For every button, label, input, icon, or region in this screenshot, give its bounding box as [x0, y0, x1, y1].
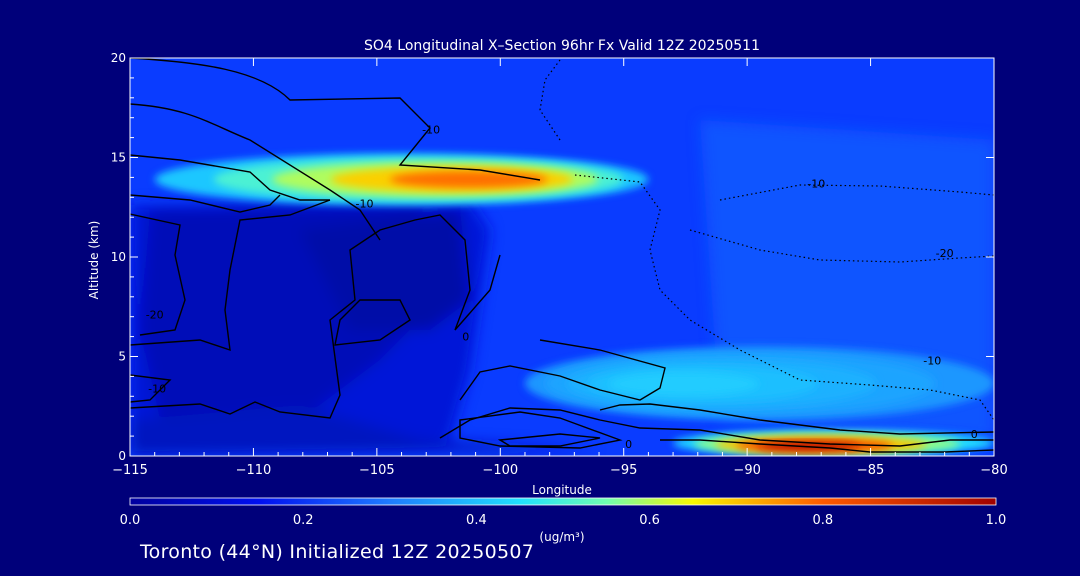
colorbar-tick-label: 0.2	[293, 513, 314, 528]
x-tick-label: −90	[733, 463, 760, 478]
y-axis-label: Altitude (km)	[87, 221, 101, 300]
contour-line	[130, 154, 330, 201]
contour-line	[539, 59, 561, 141]
x-axis: −115 −110 −105 −100 −95 −90 −85 −80	[112, 58, 1008, 478]
contour-label: -10	[422, 124, 440, 137]
x-tick-label: −100	[482, 463, 518, 478]
contour-line	[130, 213, 186, 336]
lower-left-blue	[130, 405, 600, 456]
footer-text: Toronto (44°N) Initialized 12Z 20250507	[140, 541, 535, 563]
contour-line	[130, 58, 541, 181]
contour-line	[497, 433, 601, 447]
x-tick-label: −105	[359, 463, 395, 478]
contour-line	[334, 299, 411, 346]
contour-label: 0	[462, 331, 469, 344]
contour-label: -20	[146, 309, 164, 322]
contour-line	[130, 374, 172, 403]
y-tick-label: 10	[111, 250, 126, 264]
chart-title: SO4 Longitudinal X–Section 96hr Fx Valid…	[364, 38, 760, 54]
contour-label: 0	[971, 428, 978, 441]
colorbar-tick-label: 0.8	[812, 513, 833, 528]
colorbar-tick-label: 0.6	[639, 513, 660, 528]
contour-line	[689, 229, 994, 263]
contour-label: -10	[148, 382, 166, 395]
contour-line	[130, 194, 281, 213]
colorbar-tick-label: 0.4	[466, 513, 487, 528]
contour-labels: -10 -10 -10 -20 -20 0 -10 -10 0 0	[146, 124, 978, 451]
contour-line	[130, 199, 331, 352]
y-axis: 0 5 10 15 20	[111, 51, 994, 463]
contour-label: 0	[625, 438, 632, 451]
feature-surface-plume	[673, 430, 994, 456]
x-tick-label: −85	[857, 463, 884, 478]
contour-line	[459, 411, 623, 449]
x-tick-label: −80	[980, 463, 1007, 478]
dotted-contours	[539, 59, 994, 421]
feature-level	[608, 372, 759, 396]
contour-label: -10	[807, 177, 825, 190]
x-axis-label: Longitude	[532, 483, 592, 497]
contour-label: -10	[923, 354, 941, 367]
colorbar-label: (ug/m³)	[539, 530, 584, 544]
contour-line	[719, 184, 994, 201]
colorbar-ramp	[129, 497, 997, 506]
y-tick-label: 0	[118, 449, 126, 463]
contour-label: -10	[356, 197, 374, 210]
y-tick-label: 15	[111, 151, 126, 165]
y-tick-label: 5	[118, 350, 126, 364]
contour-line	[130, 103, 381, 241]
deep-blue-region	[300, 210, 470, 330]
contour-line	[459, 339, 666, 401]
feature-level	[389, 171, 548, 188]
y-tick-label: 20	[111, 51, 126, 65]
x-tick-label: −115	[112, 463, 148, 478]
colorbar-tick-label: 1.0	[986, 513, 1007, 528]
contour-label: -20	[936, 247, 954, 260]
contour-line	[599, 403, 994, 435]
colorbar: 0.0 0.2 0.4 0.6 0.8 1.0 (ug/m³)	[120, 497, 1007, 544]
x-tick-label: −110	[236, 463, 272, 478]
x-tick-label: −95	[610, 463, 637, 478]
colorbar-tick-label: 0.0	[120, 513, 141, 528]
contour-line	[439, 407, 994, 447]
feature-upper-layer	[154, 153, 649, 206]
colorbar-ticks: 0.0 0.2 0.4 0.6 0.8 1.0	[120, 513, 1007, 528]
contour-line	[130, 214, 501, 419]
